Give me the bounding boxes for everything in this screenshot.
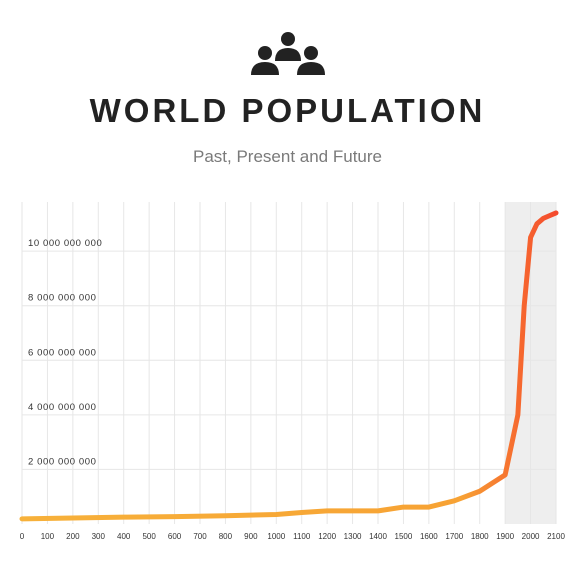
x-tick-label: 0: [20, 532, 25, 541]
x-tick-label: 100: [41, 532, 55, 541]
x-tick-label: 600: [168, 532, 182, 541]
x-tick-label: 800: [219, 532, 233, 541]
people-group-icon: [0, 28, 575, 78]
y-tick-label: 10 000 000 000: [28, 238, 102, 249]
x-tick-label: 500: [142, 532, 156, 541]
x-axis-labels: 0 100 200 300 400 500 600 700 800 900 1000 1100 1200…: [20, 532, 566, 541]
x-tick-label: 300: [92, 532, 106, 541]
x-tick-label: 1900: [496, 532, 514, 541]
x-tick-label: 2000: [522, 532, 540, 541]
y-tick-label: 2 000 000 000: [28, 456, 97, 467]
x-tick-label: 700: [193, 532, 207, 541]
x-tick-label: 1300: [344, 532, 362, 541]
x-tick-label: 2100: [547, 532, 565, 541]
y-tick-label: 4 000 000 000: [28, 402, 97, 413]
y-tick-label: 8 000 000 000: [28, 293, 97, 304]
y-tick-label: 6 000 000 000: [28, 347, 97, 358]
x-tick-label: 1000: [267, 532, 285, 541]
grid-lines: [21, 202, 557, 524]
x-tick-label: 1500: [395, 532, 413, 541]
x-tick-label: 400: [117, 532, 131, 541]
x-tick-label: 1200: [318, 532, 336, 541]
population-line: [19, 210, 559, 522]
x-tick-label: 200: [66, 532, 80, 541]
x-tick-label: 1400: [369, 532, 387, 541]
x-tick-label: 900: [244, 532, 258, 541]
x-tick-label: 1800: [471, 532, 489, 541]
y-axis-labels: 2 000 000 000 4 000 000 000 6 000 000 000 8…: [28, 238, 102, 467]
page-title: WORLD POPULATION: [89, 92, 486, 129]
x-tick-label: 1700: [445, 532, 463, 541]
x-tick-label: 1600: [420, 532, 438, 541]
page-subtitle: Past, Present and Future: [193, 147, 382, 166]
x-tick-label: 1100: [293, 532, 311, 541]
population-chart: 2 000 000 000 4 000 000 000 6 000 000 000 8…: [19, 202, 566, 541]
